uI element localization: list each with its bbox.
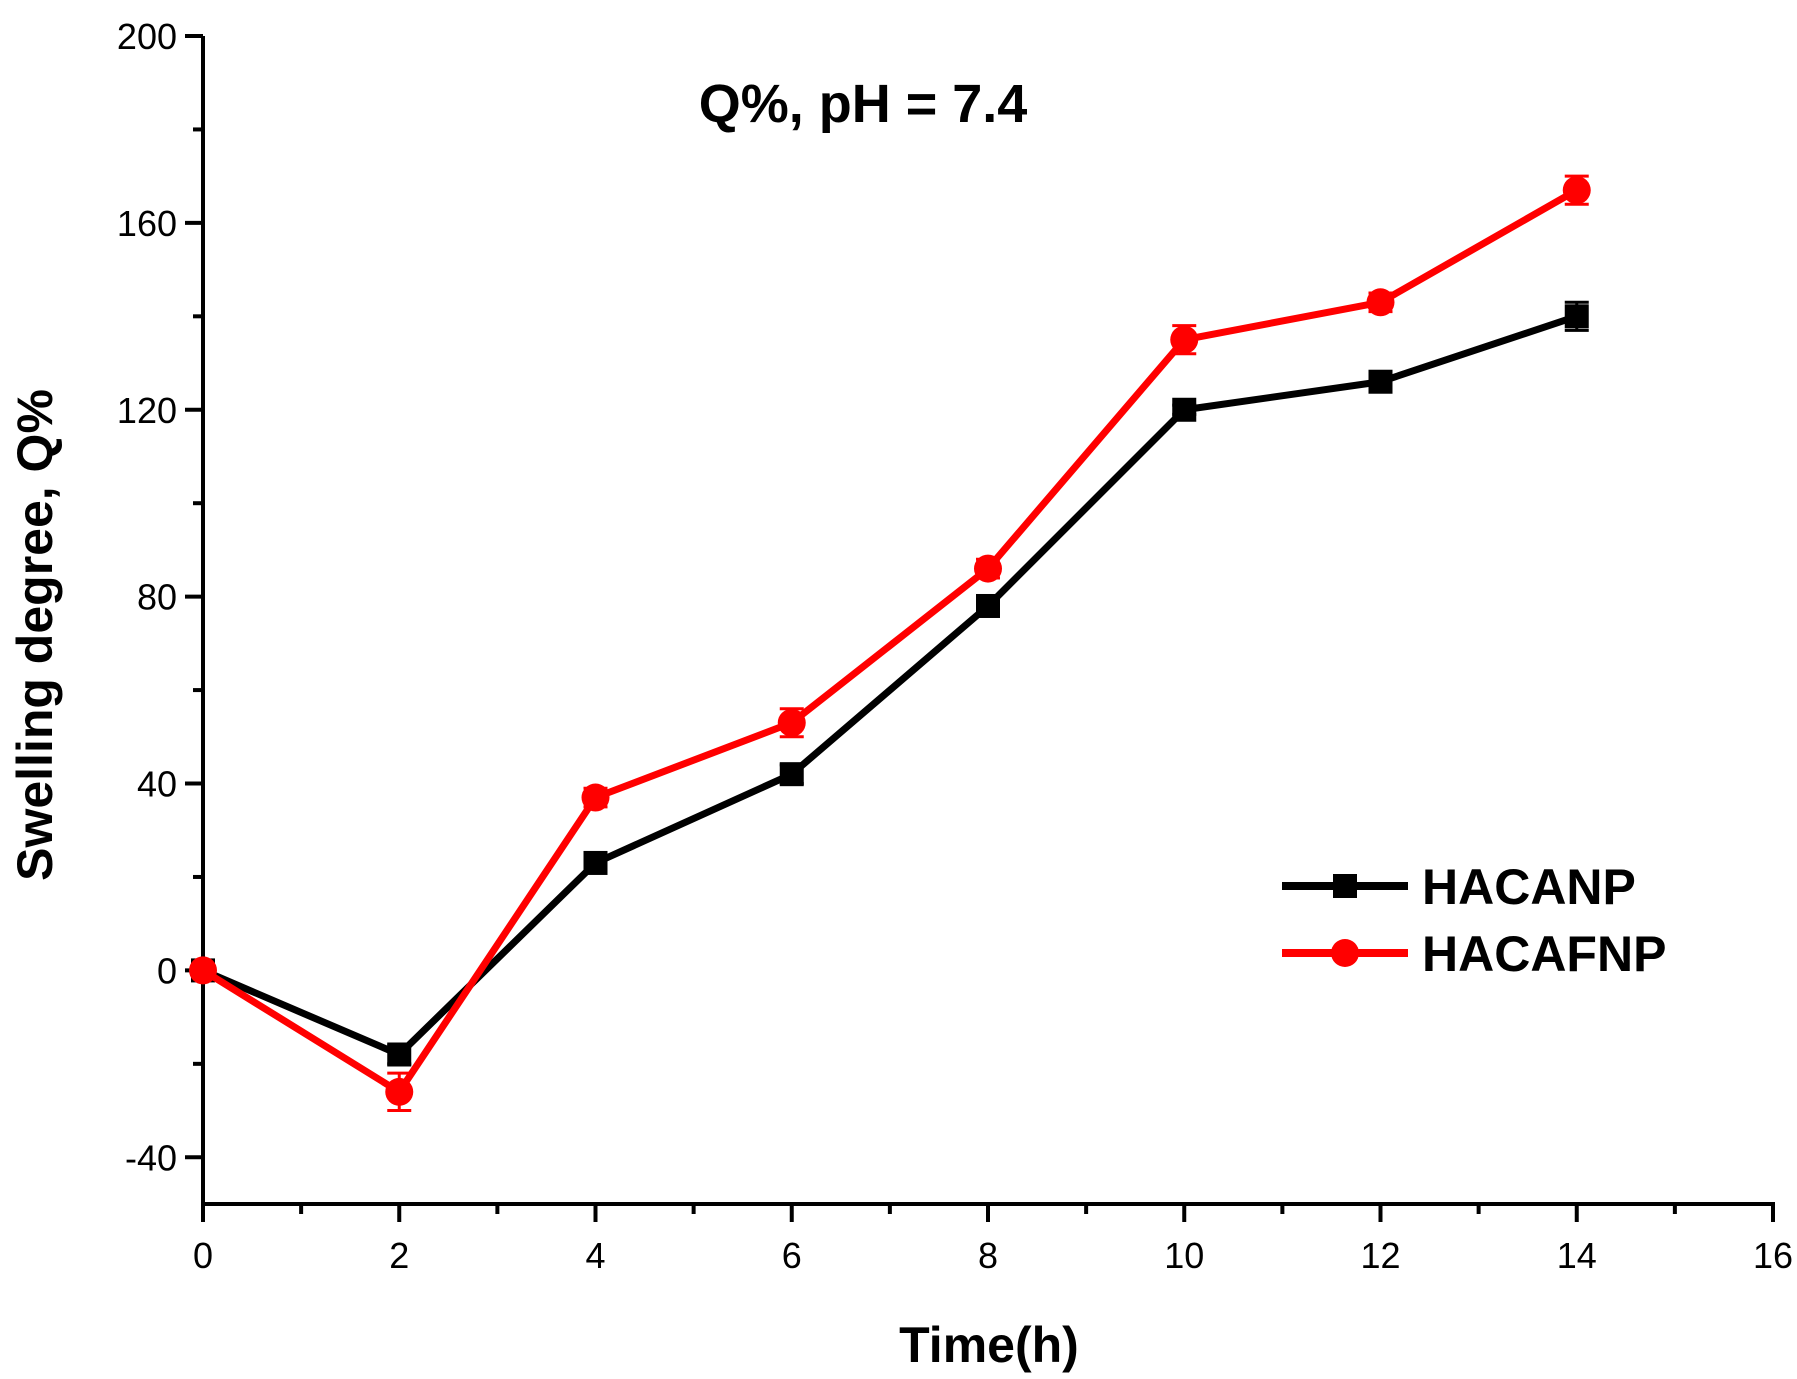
data-point-hacanp — [1368, 369, 1393, 394]
legend-entry-hacanp: HACANP — [1282, 859, 1636, 915]
x-tick-label: 6 — [782, 1235, 802, 1276]
data-point-hacafnp — [385, 1077, 414, 1106]
y-tick-labels: -40 0 40 80 120 160 200 — [117, 16, 177, 1178]
legend-label-hacafnp: HACAFNP — [1422, 926, 1666, 982]
x-axis-title: Time(h) — [899, 1317, 1079, 1373]
y-tick-label: 120 — [117, 390, 177, 431]
chart-title: Q%, pH = 7.4 — [699, 74, 1028, 134]
series-line-hacanp — [201, 312, 1578, 1058]
data-point-hacafnp — [581, 783, 610, 812]
x-tick-label: 4 — [585, 1235, 605, 1276]
data-point-hacafnp — [189, 956, 217, 985]
x-tick-labels: 0 2 4 6 8 10 12 14 16 — [193, 1235, 1793, 1276]
legend-marker-hacafnp — [1331, 939, 1359, 967]
data-point-hacafnp — [974, 554, 1002, 583]
data-point-hacanp — [583, 850, 608, 875]
legend-entry-hacafnp: HACAFNP — [1282, 926, 1666, 982]
data-point-hacanp — [1172, 397, 1197, 422]
x-tick-label: 0 — [193, 1235, 213, 1276]
y-tick-label: 160 — [117, 203, 177, 244]
series-hacafnp — [189, 174, 1591, 1113]
x-tick-label: 8 — [978, 1235, 998, 1276]
series-layer — [189, 174, 1591, 1113]
series-line-hacafnp — [201, 187, 1579, 1096]
y-tick-label: 40 — [137, 764, 177, 805]
x-tick-label: 12 — [1360, 1235, 1400, 1276]
x-tick-label: 16 — [1753, 1235, 1793, 1276]
y-axis-title: Swelling degree, Q% — [7, 389, 63, 881]
data-point-hacafnp — [1366, 288, 1395, 317]
x-tick-label: 10 — [1164, 1235, 1204, 1276]
y-tick-label: -40 — [125, 1137, 177, 1178]
data-point-hacanp — [779, 762, 804, 787]
y-tick-label: 200 — [117, 16, 177, 57]
data-point-hacafnp — [1170, 325, 1199, 354]
y-tick-label: 0 — [157, 950, 177, 991]
legend-marker-hacanp — [1333, 874, 1357, 898]
data-point-hacanp — [976, 593, 1000, 618]
data-point-hacafnp — [1562, 176, 1591, 205]
legend-label-hacanp: HACANP — [1422, 859, 1636, 915]
x-tick-label: 2 — [389, 1235, 409, 1276]
data-point-hacanp — [1564, 304, 1589, 329]
data-point-hacanp — [387, 1042, 412, 1067]
y-tick-label: 80 — [137, 577, 177, 618]
y-ticks — [185, 34, 203, 1160]
data-point-hacafnp — [777, 708, 806, 737]
x-tick-label: 14 — [1557, 1235, 1597, 1276]
legend: HACANP HACAFNP — [1282, 859, 1666, 982]
x-ticks — [201, 1204, 1775, 1222]
